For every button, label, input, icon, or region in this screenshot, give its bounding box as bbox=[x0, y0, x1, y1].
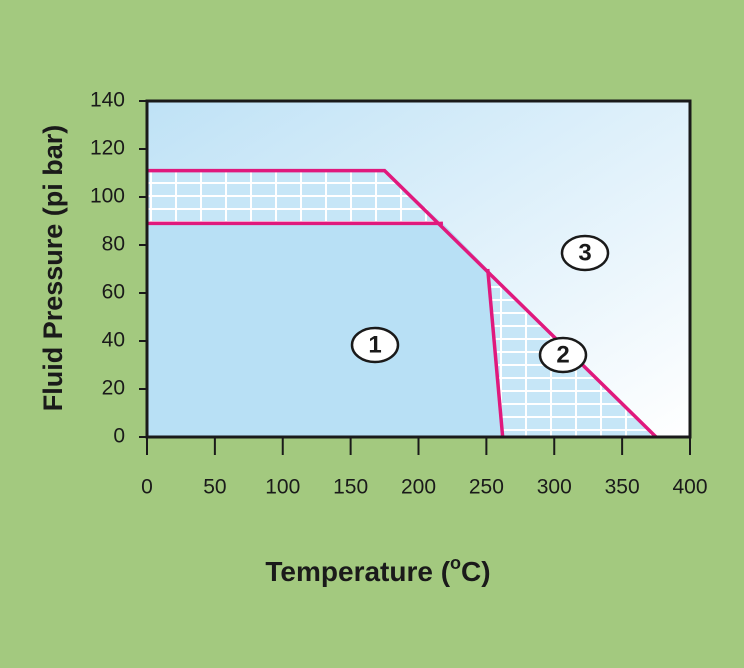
x-tick-label: 300 bbox=[537, 476, 572, 499]
x-tick-label: 50 bbox=[203, 476, 226, 499]
y-tick-label: 120 bbox=[90, 137, 125, 160]
x-label-text: C) bbox=[461, 556, 491, 587]
x-axis-label: Temperature (oC) bbox=[265, 553, 490, 588]
y-tick-label: 20 bbox=[102, 377, 125, 400]
x-tick-label: 0 bbox=[141, 476, 153, 499]
x-tick-label: 350 bbox=[605, 476, 640, 499]
region-label: 3 bbox=[578, 239, 591, 266]
x-label-sup: o bbox=[450, 553, 461, 573]
x-label-text: Temperature ( bbox=[265, 556, 450, 587]
region-marker bbox=[538, 336, 588, 374]
x-tick-label: 400 bbox=[672, 476, 707, 499]
y-tick-label: 80 bbox=[102, 233, 125, 256]
y-tick-label: 40 bbox=[102, 329, 125, 352]
y-tick-label: 0 bbox=[113, 425, 125, 448]
region-marker bbox=[560, 234, 610, 272]
x-tick-label: 200 bbox=[401, 476, 436, 499]
region-hatch bbox=[147, 170, 443, 224]
region-label: 2 bbox=[556, 341, 569, 368]
y-tick-label: 60 bbox=[102, 281, 125, 304]
y-axis-label: Fluid Pressure (pi bar) bbox=[38, 125, 68, 412]
y-tick-label: 140 bbox=[90, 89, 125, 112]
region-label: 1 bbox=[368, 331, 381, 358]
x-tick-label: 100 bbox=[265, 476, 300, 499]
region-marker bbox=[350, 326, 400, 364]
x-tick-label: 250 bbox=[469, 476, 504, 499]
x-tick-label: 150 bbox=[333, 476, 368, 499]
region-fill bbox=[147, 223, 503, 437]
y-tick-label: 100 bbox=[90, 185, 125, 208]
boundary-line bbox=[485, 268, 505, 438]
